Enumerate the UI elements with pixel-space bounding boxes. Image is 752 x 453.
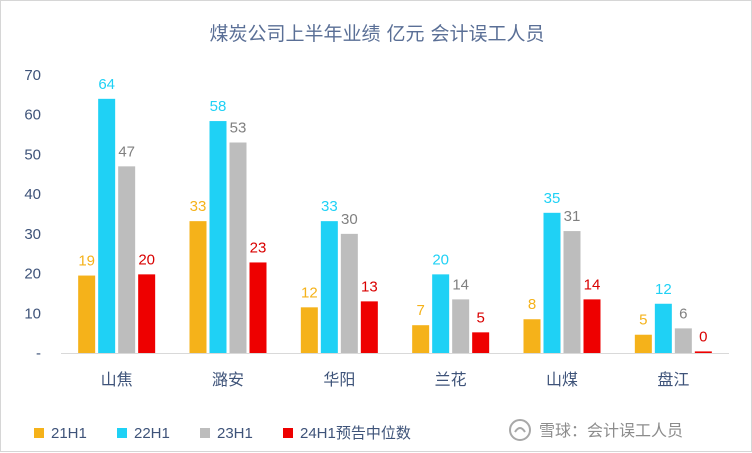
y-tick-label: 50 xyxy=(24,146,41,163)
data-label: 13 xyxy=(361,278,378,295)
bar xyxy=(634,334,652,353)
data-label: 31 xyxy=(564,208,581,225)
y-tick-label: 40 xyxy=(24,186,41,203)
legend-swatch xyxy=(283,428,293,438)
data-label: 12 xyxy=(301,284,318,301)
bar xyxy=(360,301,378,353)
bar xyxy=(189,221,207,353)
bar xyxy=(654,303,672,353)
x-category-label: 盘江 xyxy=(657,370,689,389)
data-label: 8 xyxy=(528,296,536,313)
bar xyxy=(300,307,318,353)
x-category-label: 兰花 xyxy=(435,370,467,389)
data-label: 14 xyxy=(452,276,469,293)
data-label: 5 xyxy=(639,312,647,329)
data-label: 20 xyxy=(432,251,449,268)
data-label: 64 xyxy=(98,76,115,93)
chart-title: 煤炭公司上半年业绩 亿元 会计误工人员 xyxy=(209,23,544,45)
legend-swatch xyxy=(34,428,44,438)
data-label: 7 xyxy=(416,302,424,319)
data-label: 35 xyxy=(544,190,561,207)
legend: 21H1 22H1 23H1 24H1预告中位数 xyxy=(34,425,411,442)
bar xyxy=(694,351,712,353)
bar xyxy=(412,325,430,353)
legend-label: 21H1 xyxy=(51,425,87,442)
bar xyxy=(523,319,541,353)
data-label: 30 xyxy=(341,211,358,228)
legend-label: 22H1 xyxy=(134,425,170,442)
x-category-label: 华阳 xyxy=(323,370,355,389)
x-axis: 山焦 潞安 华阳 兰花 山煤 盘江 xyxy=(61,353,729,389)
bar xyxy=(543,212,561,353)
x-category-label: 山焦 xyxy=(101,370,133,389)
y-tick-label: - xyxy=(36,345,41,362)
bar xyxy=(320,221,338,353)
bar xyxy=(452,299,470,353)
bar xyxy=(583,299,601,353)
bar xyxy=(138,274,156,353)
bars-group xyxy=(78,98,712,353)
y-tick-label: 70 xyxy=(24,67,41,84)
data-label: 20 xyxy=(138,251,155,268)
bar xyxy=(472,332,490,353)
data-label: 53 xyxy=(230,120,247,137)
bar xyxy=(432,274,450,353)
data-label: 14 xyxy=(584,276,601,293)
legend-swatch xyxy=(117,428,127,438)
y-tick-label: 20 xyxy=(24,266,41,283)
bar xyxy=(674,328,692,353)
y-tick-label: 10 xyxy=(24,305,41,322)
x-category-label: 山煤 xyxy=(546,370,578,389)
bar xyxy=(78,275,96,353)
legend-label: 24H1预告中位数 xyxy=(300,425,411,442)
bar xyxy=(563,231,581,353)
data-label: 58 xyxy=(210,98,227,115)
bar xyxy=(249,262,267,353)
x-category-label: 潞安 xyxy=(212,370,244,389)
watermark: 雪球：会计误工人员 xyxy=(509,419,683,441)
data-label: 19 xyxy=(78,253,95,270)
data-label: 33 xyxy=(321,198,338,215)
data-label: 5 xyxy=(476,309,484,326)
bar xyxy=(118,166,136,353)
bar xyxy=(209,121,227,353)
data-label: 0 xyxy=(699,328,707,345)
y-axis: - 10 20 30 40 50 60 70 xyxy=(24,67,41,362)
legend-label: 23H1 xyxy=(217,425,253,442)
bar xyxy=(229,142,247,353)
data-label: 23 xyxy=(250,239,267,256)
bar xyxy=(98,98,116,353)
watermark-text: 雪球：会计误工人员 xyxy=(539,421,683,440)
legend-swatch xyxy=(200,428,210,438)
data-label: 12 xyxy=(655,281,672,298)
bar xyxy=(340,233,358,353)
y-tick-label: 30 xyxy=(24,226,41,243)
y-tick-label: 60 xyxy=(24,107,41,124)
data-label: 6 xyxy=(679,305,687,322)
data-label: 33 xyxy=(190,198,207,215)
data-label: 47 xyxy=(118,143,135,160)
snowball-logo-icon xyxy=(509,419,531,441)
